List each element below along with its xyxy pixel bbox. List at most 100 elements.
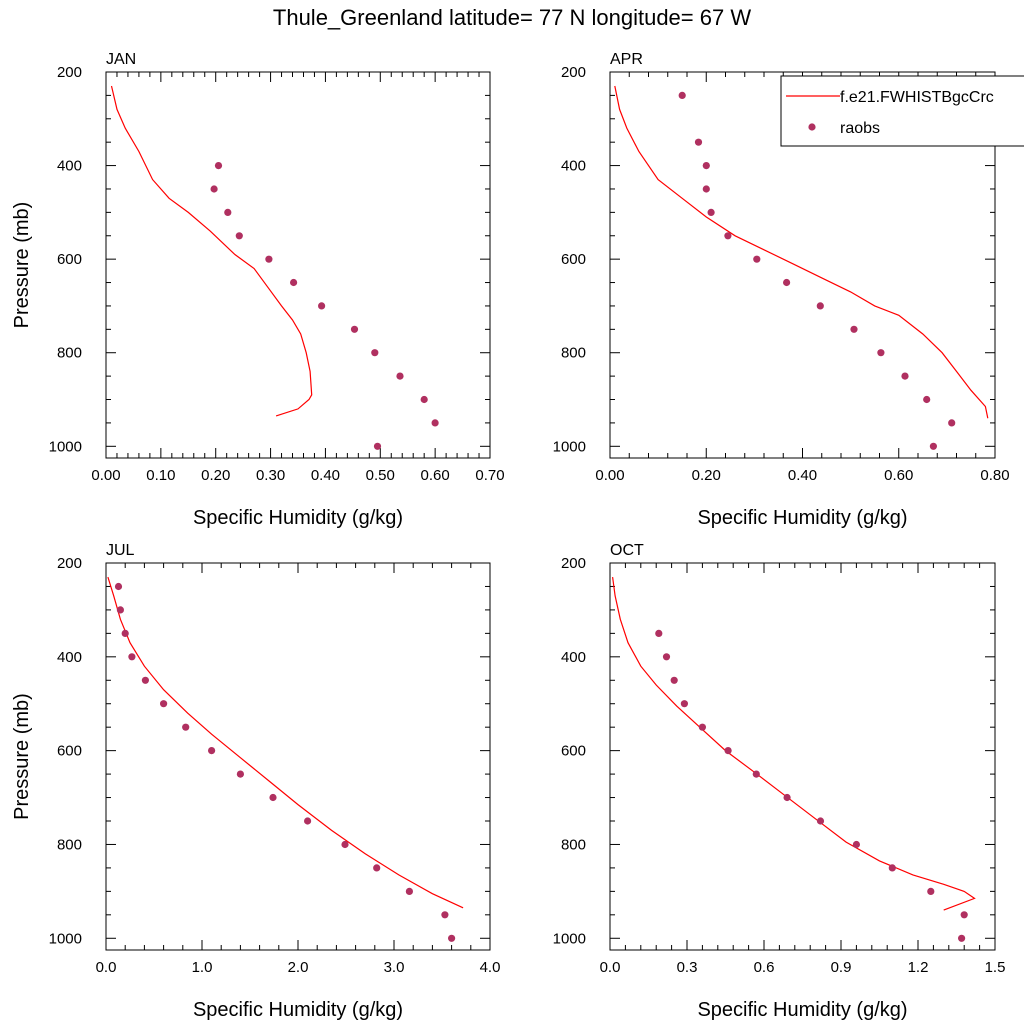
y-tick-label: 400: [561, 158, 586, 175]
raobs-point: [405, 887, 413, 896]
model-profile-line: [110, 85, 313, 417]
y-tick-label: 600: [561, 743, 586, 760]
raobs-point: [318, 302, 326, 310]
panel-apr: 0.00 0.20 0.40 0.60 0.80 200 400 600 800 1000 APR S…: [553, 51, 1010, 529]
raobs-point: [901, 372, 909, 380]
raobs-point: [678, 91, 686, 99]
raobs-point: [265, 255, 273, 263]
raobs-point: [655, 629, 663, 638]
y-tick-label: 200: [57, 64, 82, 81]
raobs-point: [662, 653, 671, 661]
raobs-point: [235, 232, 243, 240]
raobs-point: [888, 864, 896, 872]
raobs-point: [210, 185, 218, 193]
x-tick-label: 1.5: [985, 959, 1006, 976]
panel-jul: 0.0 1.0 2.0 3.0 4.0 200 400 600 800 1000 JUL Specif…: [11, 542, 500, 1021]
raobs-point: [670, 676, 678, 684]
plot-frame: [105, 562, 491, 951]
raobs-point: [702, 185, 710, 193]
x-axis-label: Specific Humidity (g/kg): [697, 507, 907, 529]
raobs-point: [141, 676, 149, 684]
y-tick-label: 1000: [553, 930, 586, 947]
x-tick-label: 2.0: [288, 959, 309, 976]
raobs-point: [121, 629, 129, 638]
raobs-point: [350, 325, 359, 333]
x-axis-label: Specific Humidity (g/kg): [193, 999, 403, 1021]
y-tick-label: 400: [57, 649, 82, 666]
raobs-point: [877, 349, 885, 357]
y-tick-label: 200: [561, 64, 586, 81]
x-tick-label: 0.6: [754, 959, 775, 976]
model-profile-line: [107, 576, 464, 909]
x-tick-label: 0.0: [96, 959, 117, 976]
raobs-point: [448, 934, 456, 942]
raobs-point: [224, 208, 232, 216]
raobs-point: [208, 747, 216, 755]
model-profile-line: [612, 577, 976, 911]
raobs-point: [680, 700, 689, 708]
y-tick-label: 600: [561, 251, 586, 268]
y-tick-label: 200: [561, 555, 586, 572]
raobs-point: [441, 911, 449, 919]
chart-title: Thule_Greenland latitude= 77 N longitude…: [272, 5, 752, 30]
raobs-point: [396, 372, 404, 380]
legend-dot-swatch: [808, 123, 816, 131]
x-tick-label: 0.40: [788, 467, 817, 484]
x-tick-label: 0.20: [201, 467, 230, 484]
raobs-point: [927, 887, 935, 896]
raobs-point: [948, 419, 956, 427]
raobs-point: [304, 817, 312, 825]
raobs-point: [269, 793, 277, 802]
raobs-point: [160, 700, 168, 708]
raobs-point: [752, 770, 760, 778]
raobs-point: [371, 349, 379, 357]
x-tick-label: 1.2: [908, 959, 929, 976]
panel-oct: 0.0 0.3 0.6 0.9 1.2 1.5 200 400 600 800 1000 OCT Spe…: [553, 542, 1006, 1021]
panel-label: APR: [610, 51, 643, 68]
raobs-point: [182, 723, 190, 731]
panel-jan: 0.00 0.10 0.20 0.30 0.40 0.50 0.60 0.70 200 400 60…: [11, 51, 505, 529]
y-tick-label: 400: [561, 649, 586, 666]
raobs-point: [816, 302, 824, 310]
x-tick-label: 0.40: [311, 467, 340, 484]
y-tick-label: 1000: [553, 438, 586, 455]
plot-frame: [609, 562, 996, 951]
raobs-point: [753, 255, 761, 263]
raobs-point: [341, 840, 349, 849]
x-tick-label: 3.0: [384, 959, 405, 976]
y-tick-label: 1000: [49, 438, 82, 455]
raobs-point: [929, 442, 938, 450]
raobs-point: [707, 208, 715, 216]
y-axis-label: Pressure (mb): [11, 693, 33, 820]
legend-obs-label: raobs: [840, 120, 880, 137]
x-tick-label: 0.9: [831, 959, 852, 976]
y-tick-label: 200: [57, 555, 82, 572]
raobs-point: [850, 325, 858, 333]
x-tick-label: 0.60: [421, 467, 450, 484]
x-tick-label: 0.20: [692, 467, 721, 484]
y-axis-label: Pressure (mb): [11, 202, 33, 329]
raobs-point: [290, 278, 298, 287]
raobs-point: [431, 419, 439, 427]
plot-frame: [105, 71, 491, 459]
y-tick-label: 600: [57, 743, 82, 760]
raobs-point: [702, 162, 710, 170]
x-axis-label: Specific Humidity (g/kg): [193, 507, 403, 529]
model-profile-line: [614, 85, 989, 419]
y-tick-label: 400: [57, 158, 82, 175]
panel-label: JAN: [106, 51, 136, 68]
raobs-point: [373, 864, 381, 872]
x-tick-label: 0.10: [146, 467, 175, 484]
x-tick-label: 0.30: [256, 467, 285, 484]
raobs-point: [420, 395, 428, 404]
y-tick-label: 800: [57, 836, 82, 853]
raobs-point: [214, 162, 223, 170]
raobs-point: [698, 723, 707, 731]
x-tick-label: 0.00: [595, 467, 624, 484]
panel-label: OCT: [610, 542, 644, 559]
raobs-point: [852, 840, 861, 849]
raobs-point: [694, 138, 703, 146]
raobs-point: [236, 770, 244, 778]
x-tick-label: 0.0: [600, 959, 621, 976]
